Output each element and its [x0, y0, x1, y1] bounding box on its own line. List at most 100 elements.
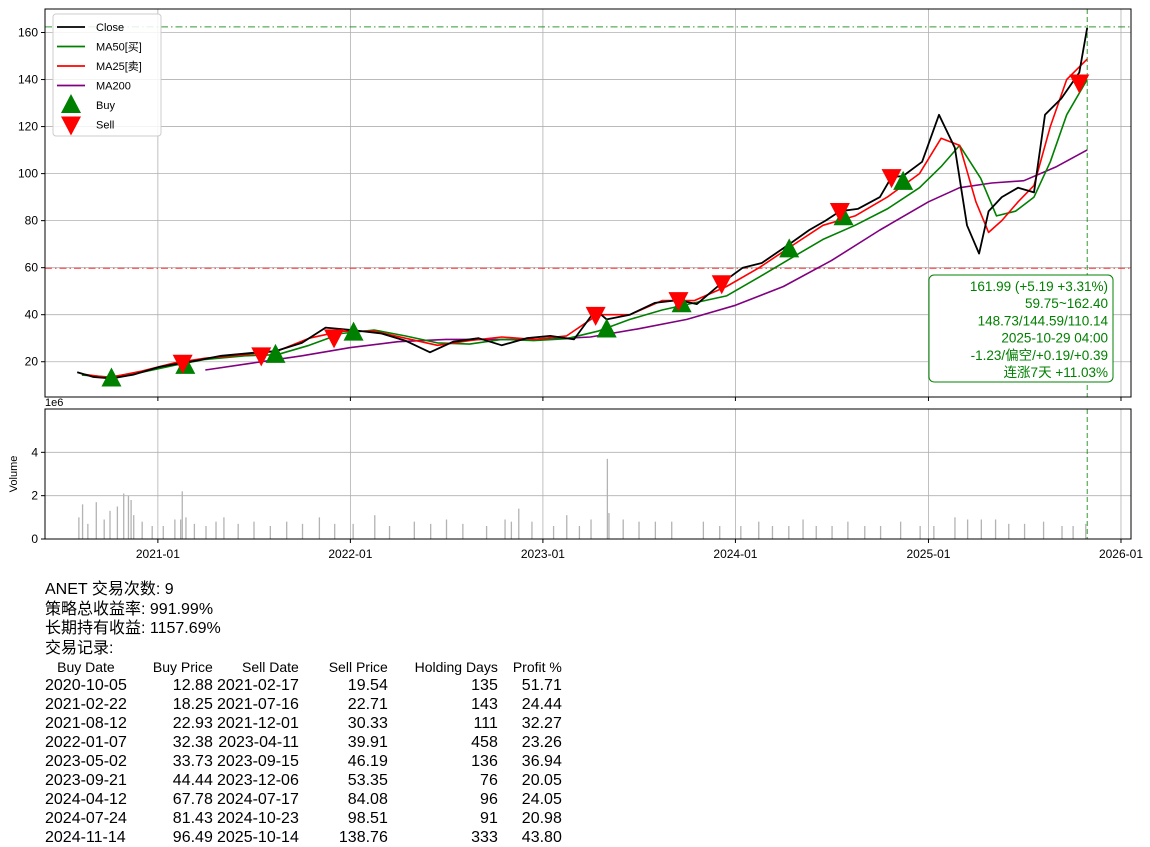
- y-tick-label: 40: [25, 308, 39, 322]
- volume-bar: [485, 526, 488, 539]
- y-tick-label: 0: [31, 532, 38, 546]
- x-tick-label: 2022-01: [328, 547, 372, 561]
- volume-bar: [1023, 523, 1026, 539]
- volume-bar: [510, 521, 513, 539]
- volume-bar: [162, 526, 164, 539]
- volume-bar: [127, 495, 130, 539]
- volume-bar: [78, 517, 80, 539]
- table-cell: 51.71: [521, 676, 562, 694]
- volume-bar: [237, 523, 239, 539]
- trade-table: Buy Date Buy Price Sell Date Sell Price Hold…: [45, 658, 562, 847]
- volume-bar: [638, 521, 640, 539]
- table-cell: 20.98: [521, 809, 562, 827]
- volume-bar: [269, 526, 271, 539]
- volume-bar: [531, 521, 533, 539]
- y-tick-label: 120: [18, 120, 38, 134]
- table-cell: 135: [471, 676, 498, 694]
- table-cell: 2021-07-16: [217, 695, 299, 713]
- trade-table-header: Buy Date Buy Price Sell Date Sell Price Hold…: [45, 658, 562, 676]
- buy-marker: [265, 343, 286, 363]
- table-row: 2024-07-24 81.43 2024-10-23 98.51 91 20.98: [45, 809, 562, 828]
- legend-box: [52, 13, 162, 137]
- table-cell: 81.43: [172, 809, 213, 827]
- sell-marker: [251, 347, 272, 367]
- volume-bar: [606, 458, 609, 539]
- volume-bar: [1042, 521, 1045, 539]
- table-cell: 111: [473, 714, 498, 732]
- y-tick-label: 4: [31, 445, 38, 459]
- table-cell: 2024-10-23: [217, 809, 299, 827]
- volume-bar: [702, 521, 705, 539]
- table-cell: 2020-10-05: [45, 676, 127, 694]
- sell-marker: [324, 329, 345, 349]
- volume-bar: [95, 502, 97, 539]
- legend-swatch: [61, 116, 81, 136]
- table-cell: 44.44: [172, 771, 213, 789]
- table-cell: 2023-04-11: [218, 733, 299, 751]
- volume-bar: [552, 526, 555, 539]
- volume-bar: [578, 526, 581, 539]
- table-cell: 76: [480, 771, 498, 789]
- volume-bar: [185, 517, 187, 539]
- volume-bar: [223, 517, 225, 539]
- x-tick-label: 2021-01: [136, 547, 180, 561]
- volume-bar: [590, 519, 592, 539]
- table-cell: 33.73: [172, 752, 213, 770]
- legend-label: MA200: [96, 81, 131, 93]
- table-cell: 36.94: [521, 752, 562, 770]
- table-cell: 20.05: [521, 771, 562, 789]
- volume-bar: [719, 526, 721, 539]
- volume-bar: [802, 519, 804, 539]
- volume-bar: [445, 519, 448, 539]
- table-cell: 458: [471, 733, 498, 751]
- table-row: 2023-05-02 33.73 2023-09-15 46.19 136 36.94: [45, 752, 562, 771]
- table-cell: 84.08: [347, 790, 388, 808]
- volume-bar: [622, 519, 624, 539]
- table-cell: 2023-05-02: [45, 752, 127, 770]
- table-cell: 32.38: [172, 733, 213, 751]
- sell-marker: [711, 275, 732, 295]
- volume-bar: [181, 491, 183, 539]
- price-annotation-text: 59.75~162.40: [1025, 296, 1108, 311]
- trade-table-header-cell: Buy Price: [152, 659, 213, 675]
- trade-table-header-cell: Sell Price: [328, 659, 388, 675]
- volume-bar: [123, 493, 125, 539]
- volume-bar: [174, 519, 176, 539]
- sell-marker: [172, 354, 193, 374]
- price-annotation-text: 161.99 (+5.19 +3.31%): [970, 279, 1108, 294]
- price-annotation-text: 连涨7天 +11.03%: [1004, 365, 1108, 380]
- table-cell: 138.76: [338, 828, 388, 846]
- volume-bar: [966, 519, 969, 539]
- volume-bar: [193, 523, 196, 539]
- volume-scale-label: 1e6: [45, 397, 63, 409]
- y-tick-label: 20: [25, 355, 39, 369]
- legend-label: Close: [96, 22, 124, 34]
- table-row: 2020-10-05 12.88 2021-02-17 19.54 135 51.71: [45, 676, 562, 695]
- table-cell: 96.49: [172, 828, 213, 846]
- volume-bar: [81, 504, 84, 539]
- table-cell: 22.93: [172, 714, 213, 732]
- volume-axes-frame: [44, 408, 1132, 540]
- trade-table-header-cell: Sell Date: [242, 659, 299, 675]
- table-cell: 2023-12-06: [217, 771, 299, 789]
- table-cell: 2024-11-14: [45, 828, 126, 846]
- sell-marker: [1069, 74, 1090, 94]
- table-cell: 46.19: [347, 752, 388, 770]
- volume-bar: [815, 526, 817, 539]
- volume-bar: [286, 521, 288, 539]
- table-cell: 2024-04-12: [45, 790, 127, 808]
- volume-bar: [180, 519, 182, 539]
- x-tick-label: 2024-01: [713, 547, 757, 561]
- volume-bar: [151, 526, 153, 539]
- volume-bar: [847, 521, 849, 539]
- volume-bar: [758, 521, 760, 539]
- volume-bar: [116, 506, 119, 539]
- volume-bar: [130, 500, 132, 539]
- volume-bar: [374, 515, 376, 539]
- volume-bar: [253, 521, 255, 539]
- table-cell: 2021-02-17: [217, 676, 299, 694]
- price-axes-frame: [44, 8, 1132, 398]
- volume-bar: [462, 523, 464, 539]
- buy-marker: [779, 238, 800, 258]
- volume-bar: [919, 526, 921, 539]
